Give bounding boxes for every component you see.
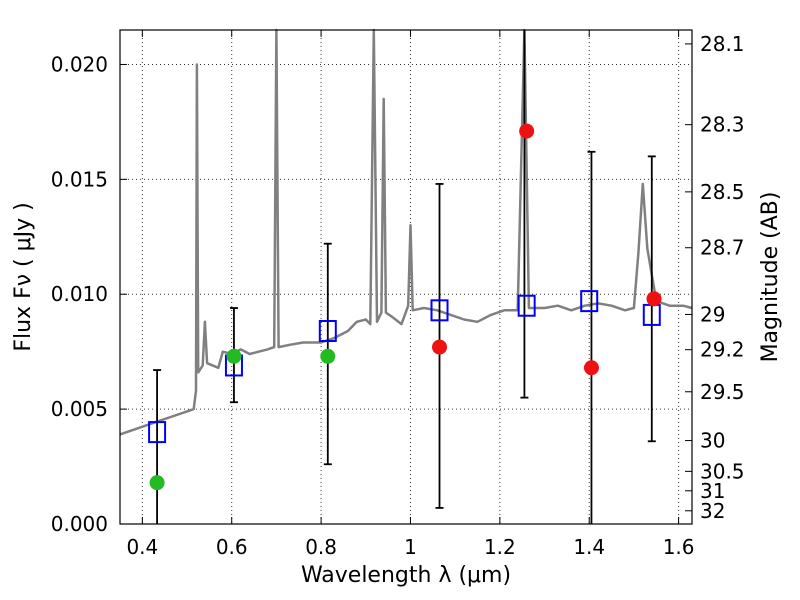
green-data-point (149, 475, 165, 491)
right-tick-label: 28.5 (700, 180, 745, 204)
model-photometry-square (430, 299, 449, 322)
model-photometry-square (517, 294, 536, 317)
marker-series (148, 123, 662, 491)
right-tick-label: 29 (700, 302, 725, 326)
x-tick-label: 1.4 (573, 535, 605, 559)
y-tick-label: 0.020 (51, 52, 108, 76)
y-tick-label: 0.010 (51, 282, 108, 306)
x-tick-label: 1.6 (663, 535, 695, 559)
red-data-point (432, 339, 448, 355)
right-tick-label: 28.3 (700, 113, 745, 137)
right-tick-label: 30 (700, 429, 725, 453)
red-data-point (519, 123, 535, 139)
green-data-point (320, 348, 336, 364)
y-axis-label: Flux Fν ( μJy ) (11, 202, 36, 351)
x-tick-label: 0.4 (126, 535, 158, 559)
model-photometry-square (580, 290, 599, 313)
right-tick-label: 28.7 (700, 236, 745, 260)
right-tick-label: 29.5 (700, 380, 745, 404)
red-data-point (646, 291, 662, 307)
green-data-point (226, 348, 242, 364)
y-tick-label: 0.015 (51, 167, 108, 191)
x-tick-label: 1 (404, 535, 417, 559)
model-photometry-square (318, 319, 337, 342)
axes (119, 29, 693, 525)
y-tick-label: 0.000 (51, 512, 108, 536)
red-data-point (583, 360, 599, 376)
ticks: 0.4 0.6 0.8 1 1.2 1.4 1.6 0.000 0.005 0.010 0.015 0… (51, 30, 745, 559)
right-tick-label: 32 (700, 499, 725, 523)
right-tick-label: 30.5 (700, 459, 745, 483)
model-spectrum-line (119, 28, 693, 436)
x-tick-label: 1.2 (484, 535, 516, 559)
right-tick-label: 29.2 (700, 338, 745, 362)
model-photometry-square (148, 421, 167, 444)
right-axis-label: Magnitude (AB) (758, 192, 783, 363)
x-tick-label: 0.8 (305, 535, 337, 559)
y-tick-label: 0.005 (51, 397, 108, 421)
plot-frame (119, 29, 693, 525)
x-tick-label: 0.6 (216, 535, 248, 559)
x-axis-label: Wavelength λ (μm) (301, 563, 511, 588)
right-tick-label: 28.1 (700, 32, 745, 56)
model-spectrum (119, 28, 693, 436)
right-tick-label: 31 (700, 479, 725, 503)
